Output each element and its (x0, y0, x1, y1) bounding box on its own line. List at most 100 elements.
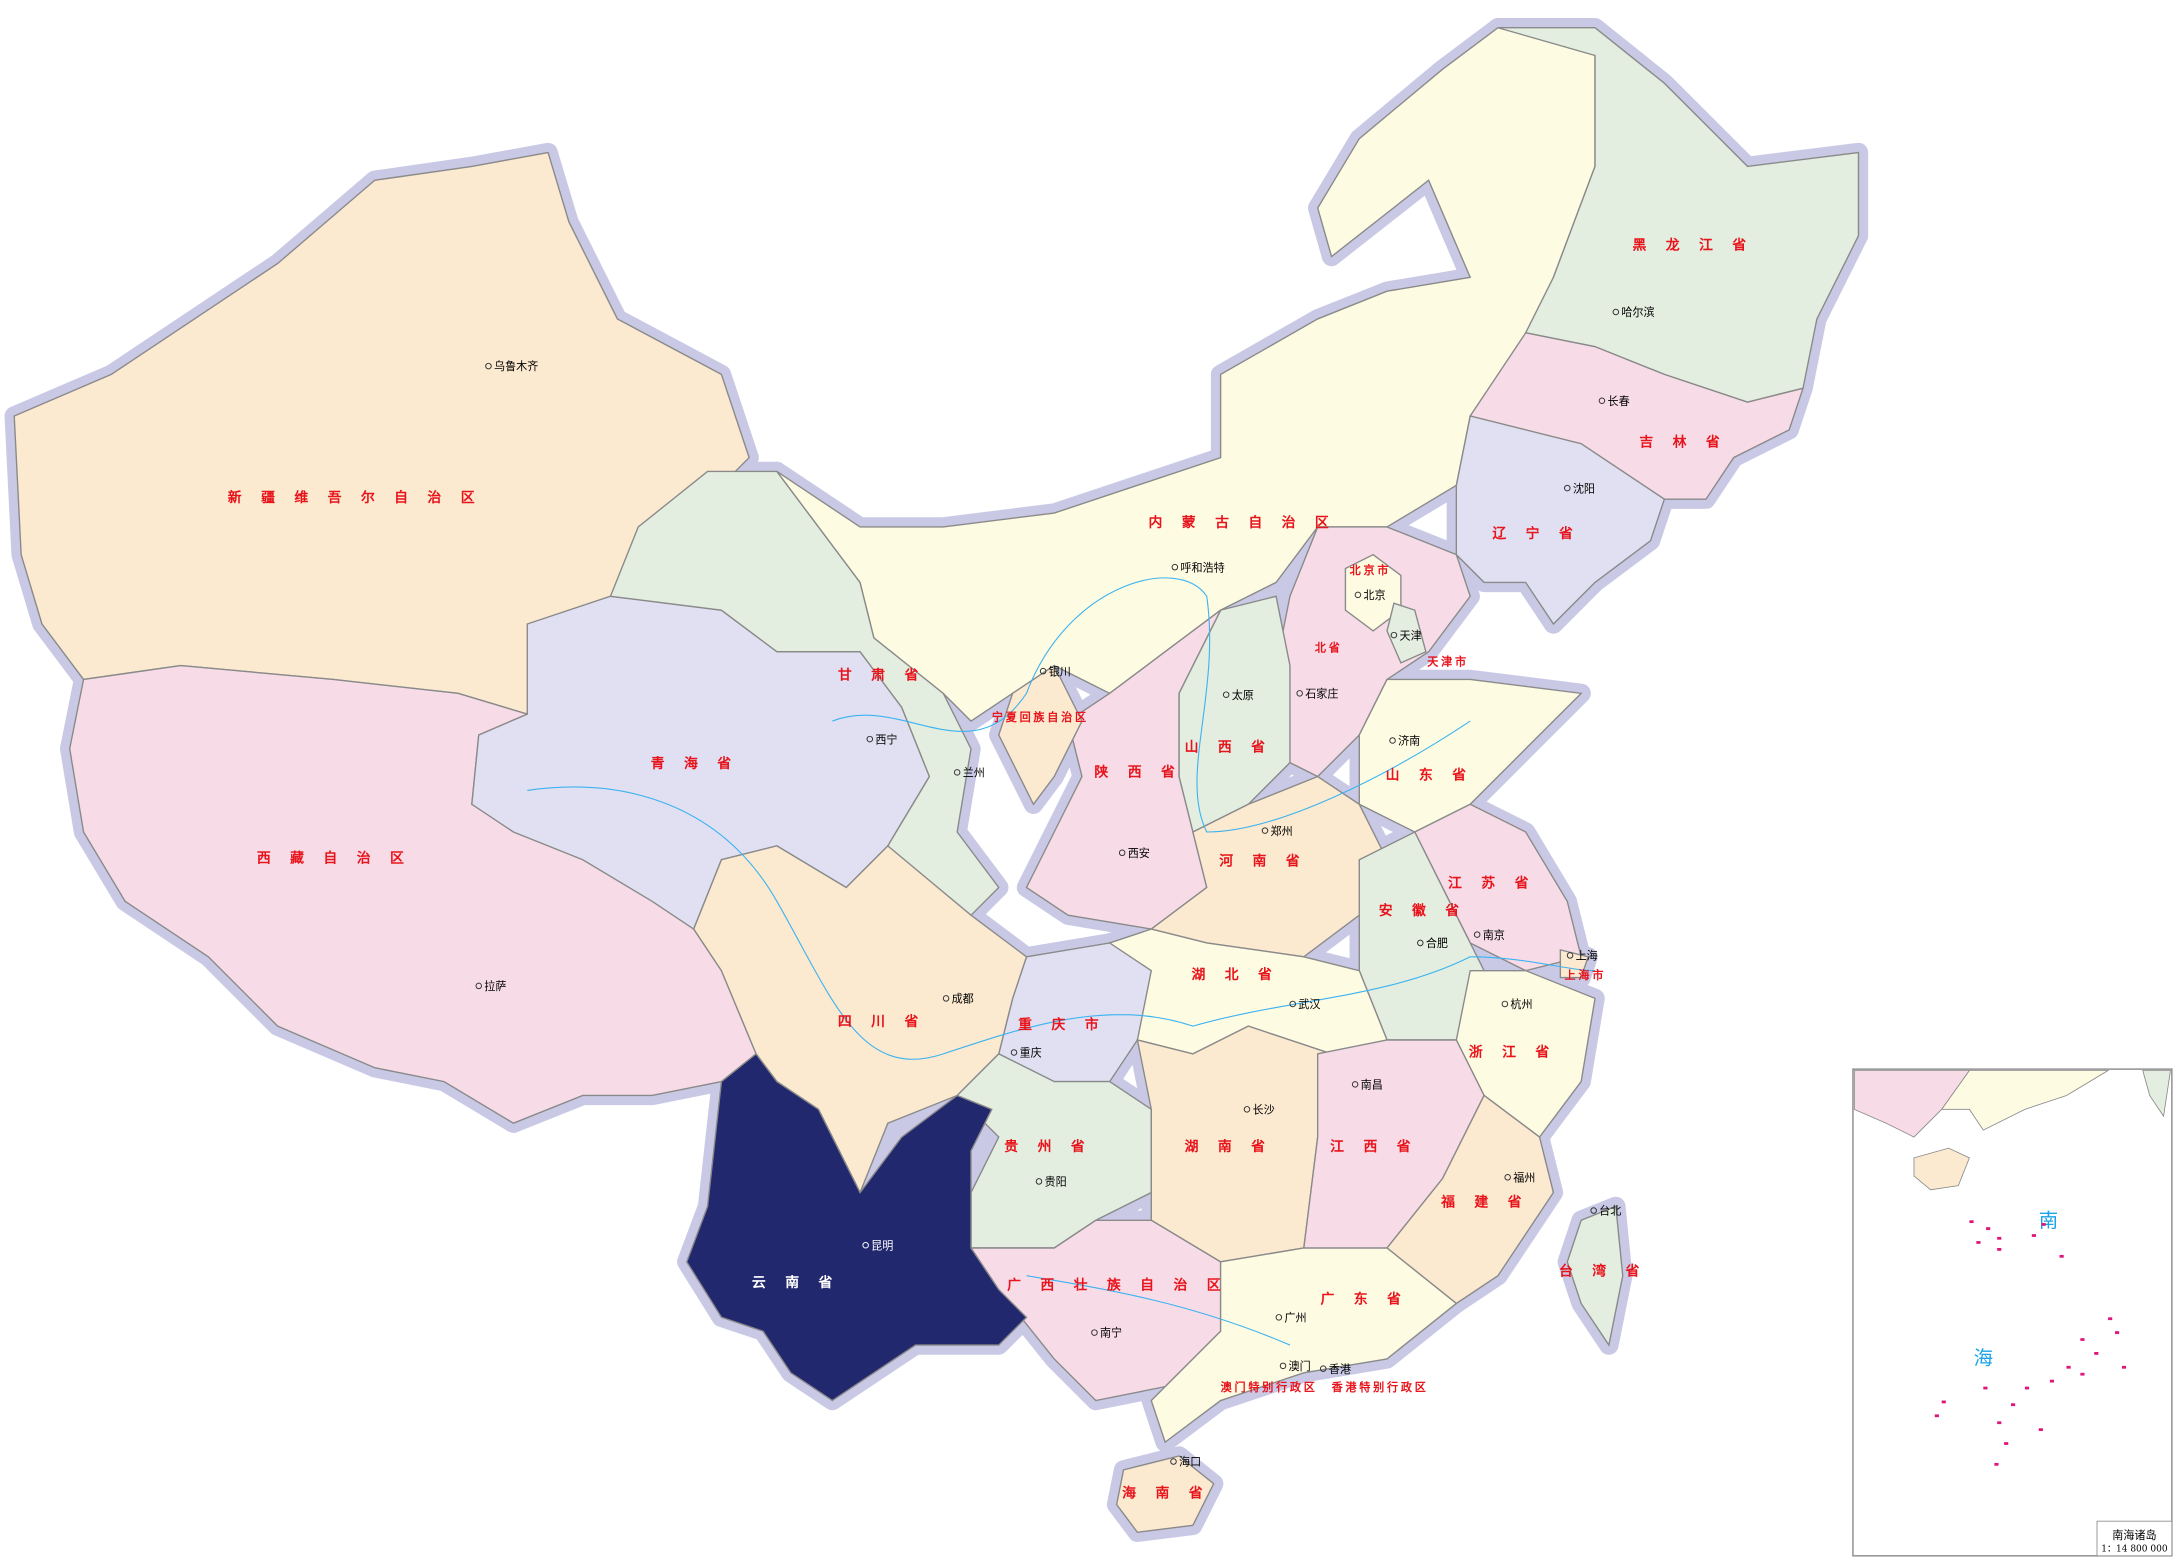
province-label: 云南省 (752, 1274, 852, 1291)
city-dot-icon (1417, 939, 1424, 947)
island-marker (2011, 1403, 2016, 1407)
capital-label: 沈阳 (1573, 481, 1595, 495)
city-dot-icon (1504, 1174, 1511, 1181)
island-marker (1986, 1227, 1991, 1230)
city-dot-icon (1222, 691, 1230, 698)
province-hainan[interactable] (1115, 1455, 1215, 1534)
capital-marker: 贵阳 (1035, 1176, 1067, 1189)
capital-marker: 拉萨 (475, 979, 506, 993)
province-label: 新疆维吾尔自治区 (228, 489, 494, 506)
capital-marker: 郑州 (1261, 824, 1293, 838)
capital-label: 成都 (952, 993, 974, 1006)
island-marker (1969, 1220, 1974, 1224)
inset-sea-label-sea: 海 (1974, 1346, 1993, 1369)
capital-label: 南昌 (1361, 1079, 1383, 1092)
province-label: 福建省 (1440, 1193, 1541, 1210)
island-marker (2059, 1254, 2064, 1258)
province-label: 黑龙江省 (1632, 237, 1765, 254)
yangtze-river (527, 786, 1596, 1060)
province-label: 海南省 (1122, 1485, 1222, 1502)
province-guangdong[interactable] (1150, 1247, 1458, 1444)
province-guizhou[interactable] (956, 1053, 1152, 1249)
island-marker (1997, 1248, 2002, 1251)
city-dot-icon (1039, 667, 1047, 675)
inset-guangdong (1940, 1070, 2110, 1131)
capital-marker: 南京 (1473, 928, 1505, 942)
city-dot-icon (1590, 1207, 1597, 1214)
province-yunnan[interactable] (685, 1052, 1028, 1402)
capital-marker: 济南 (1389, 734, 1420, 748)
capital-marker: 西安 (1118, 846, 1150, 860)
inset-hainan (1913, 1147, 1970, 1191)
province-label: 重庆市 (1018, 1016, 1118, 1033)
inset-title: 南海诸岛 (2112, 1528, 2156, 1542)
province-ningxia[interactable] (998, 664, 1083, 806)
island-marker (1997, 1421, 2002, 1425)
province-taiwan[interactable] (1566, 1205, 1624, 1347)
province-label: 安徽省 (1379, 902, 1479, 919)
inset-sea-label-south: 南 (2039, 1209, 2058, 1232)
island-marker (2108, 1317, 2113, 1321)
city-dot-icon (1118, 849, 1126, 857)
province-tianjin[interactable] (1386, 602, 1427, 664)
capital-label: 台北 (1599, 1204, 1621, 1218)
city-dot-icon (1296, 690, 1303, 697)
capital-label: 上海 (1576, 949, 1598, 963)
capital-label: 乌鲁木齐 (494, 359, 538, 373)
capital-marker: 武汉 (1289, 998, 1320, 1011)
province-label: 上海市 (1565, 968, 1607, 982)
capital-label: 南宁 (1100, 1326, 1122, 1340)
island-marker (1941, 1400, 1946, 1404)
inset-legend-box (2096, 1520, 2173, 1557)
capital-label: 太原 (1232, 689, 1254, 702)
capital-marker: 长春 (1598, 395, 1630, 408)
capital-label: 石家庄 (1305, 686, 1338, 700)
capital-label: 长沙 (1253, 1103, 1275, 1116)
capital-marker: 西宁 (866, 732, 897, 746)
province-label: 广西壮族自治区 (1007, 1277, 1240, 1294)
inset-taiwan (2142, 1070, 2171, 1118)
capital-label: 西宁 (875, 732, 897, 746)
island-marker (2004, 1442, 2009, 1445)
capital-label: 杭州 (1510, 997, 1532, 1011)
province-label: 西藏自治区 (257, 850, 423, 867)
capital-label: 郑州 (1271, 824, 1293, 838)
south-china-sea-inset: 南 海 南海诸岛 1：14 800 000 (1852, 1068, 2173, 1557)
capital-label: 昆明 (871, 1239, 893, 1252)
island-marker (1983, 1386, 1988, 1390)
rivers (527, 577, 1596, 1346)
city-dot-icon (942, 995, 950, 1002)
province-label: 天津市 (1427, 655, 1469, 669)
capital-marker: 太原 (1222, 689, 1254, 702)
province-label: 河南省 (1219, 852, 1319, 869)
city-dot-icon (1243, 1106, 1251, 1113)
island-marker (1934, 1414, 1939, 1418)
province-label: 内蒙古自治区 (1149, 514, 1349, 531)
city-dot-icon (1279, 1362, 1287, 1370)
city-dot-icon (1275, 1314, 1283, 1321)
island-marker (2024, 1386, 2030, 1390)
capital-label: 济南 (1398, 734, 1420, 748)
capital-marker: 杭州 (1501, 997, 1533, 1011)
province-label: 青海省 (651, 755, 751, 772)
city-dot-icon (1261, 827, 1269, 834)
capital-marker: 沈阳 (1564, 481, 1595, 495)
province-label: 辽宁省 (1492, 525, 1592, 542)
city-dot-icon (1010, 1049, 1018, 1056)
capital-label: 海口 (1179, 1455, 1201, 1469)
island-marker (2094, 1352, 2099, 1355)
city-dot-icon (1612, 308, 1620, 316)
province-shandong[interactable] (1358, 678, 1583, 833)
province-label: 浙江省 (1469, 1044, 1569, 1061)
capital-label: 香港 (1329, 1363, 1351, 1376)
island-marker (2038, 1428, 2043, 1432)
capital-marker: 呼和浩特 (1171, 560, 1225, 574)
city-dot-icon (862, 1241, 869, 1249)
capital-label: 北京 (1363, 588, 1385, 602)
province-inner-mongolia[interactable] (776, 27, 1596, 722)
capital-marker: 哈尔滨 (1612, 305, 1655, 319)
capital-marker: 台北 (1590, 1204, 1621, 1218)
province-label: 湖北省 (1192, 966, 1292, 983)
island-marker (2080, 1338, 2085, 1341)
